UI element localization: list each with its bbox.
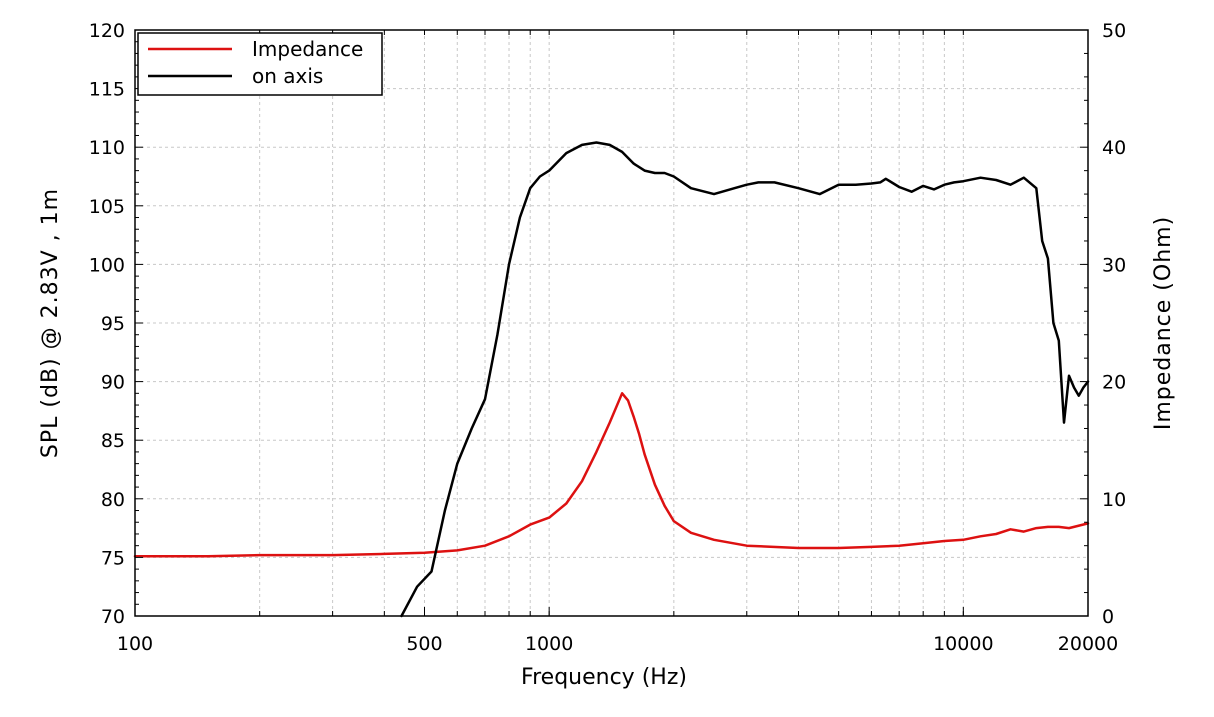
y2-tick-label: 20	[1102, 372, 1126, 394]
y2-tick-label: 10	[1102, 489, 1126, 511]
legend-label-on-axis: on axis	[252, 64, 323, 88]
y-tick-label: 100	[89, 254, 125, 276]
tick-layer: 70 75 80 85 90 95 100 105 110 115 120 0 10 20 30 40 50 10…	[89, 20, 1126, 655]
y-tick-label: 115	[89, 79, 125, 101]
y-tick-label: 95	[101, 313, 125, 335]
y-tick-label: 80	[101, 489, 125, 511]
y2-tick-label: 40	[1102, 137, 1126, 159]
legend: Impedance on axis	[137, 32, 383, 96]
y-tick-label: 105	[89, 196, 125, 218]
y-axis-title: SPL (dB) @ 2.83V , 1m	[38, 188, 63, 458]
y-tick-label: 85	[101, 430, 125, 452]
x-tick-label: 1000	[525, 633, 573, 655]
legend-label-impedance: Impedance	[252, 37, 363, 61]
x-tick-label: 500	[406, 633, 442, 655]
y2-axis-title: Impedance (Ohm)	[1151, 216, 1176, 430]
series-layer	[133, 141, 1090, 618]
y-tick-label: 70	[101, 606, 125, 628]
x-tick-label: 100	[117, 633, 153, 655]
x-tick-label: 20000	[1058, 633, 1118, 655]
y2-tick-label: 30	[1102, 254, 1126, 276]
y-tick-label: 90	[101, 372, 125, 394]
y-tick-label: 120	[89, 20, 125, 42]
x-tick-label: 10000	[933, 633, 993, 655]
grid-layer	[135, 30, 1088, 616]
legend-box	[137, 32, 383, 96]
y-tick-label: 110	[89, 137, 125, 159]
y2-tick-label: 50	[1102, 20, 1126, 42]
series-line-on-axis	[400, 141, 1090, 618]
series-line-impedance	[133, 392, 1090, 558]
y2-tick-label: 0	[1102, 606, 1114, 628]
y-tick-label: 75	[101, 547, 125, 569]
x-axis-title: Frequency (Hz)	[521, 665, 687, 690]
